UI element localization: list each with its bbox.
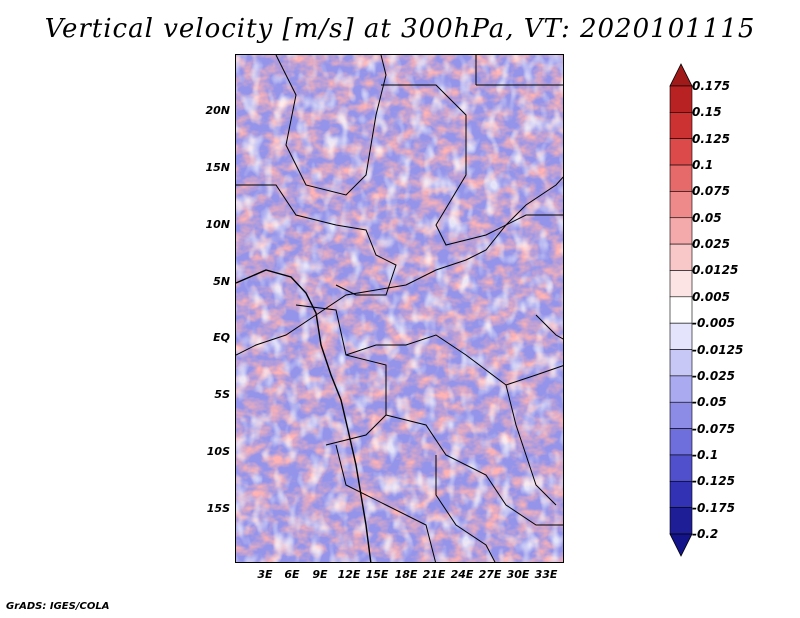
colorbar-segment	[669, 428, 693, 456]
lon-label-21e: 21E	[422, 568, 446, 581]
colorbar-label: -0.0125	[692, 342, 744, 357]
colorbar-label: 0.125	[692, 131, 730, 146]
lat-label-10n: 10N	[205, 218, 230, 231]
colorbar-segment	[669, 112, 693, 140]
lat-label-20n: 20N	[205, 104, 230, 117]
lon-label-30e: 30E	[506, 568, 530, 581]
lat-label-eq: EQ	[213, 331, 230, 344]
colorbar-label: 0.175	[692, 79, 730, 93]
lat-label-10s: 10S	[206, 445, 230, 458]
chart-title: Vertical velocity [m/s] at 300hPa, VT: 2…	[44, 14, 756, 44]
colorbar-segment	[669, 243, 693, 271]
colorbar-label: 0.15	[692, 105, 722, 120]
colorbar-segment	[669, 85, 693, 113]
colorbar-segment	[669, 270, 693, 298]
colorbar-label: 0.075	[692, 184, 730, 199]
colorbar-segment	[669, 375, 693, 403]
colorbar-segment	[669, 164, 693, 192]
colorbar-segment	[669, 191, 693, 219]
colorbar-label: -0.125	[692, 474, 735, 489]
colorbar-label: 0.1	[692, 158, 714, 173]
lat-label-15s: 15S	[206, 502, 230, 515]
lon-label-24e: 24E	[450, 568, 474, 581]
lat-label-15n: 15N	[205, 161, 230, 174]
lon-label-3e: 3E	[257, 568, 273, 581]
lat-label-5s: 5S	[214, 388, 230, 401]
map-plot-area	[235, 54, 564, 563]
colorbar-segment	[669, 349, 693, 377]
colorbar-label: -0.1	[692, 447, 719, 462]
lat-label-5n: 5N	[213, 275, 230, 288]
colorbar-label: 0.025	[692, 237, 730, 252]
lon-label-27e: 27E	[478, 568, 502, 581]
colorbar-label: -0.025	[692, 368, 735, 383]
colorbar-segment	[669, 480, 693, 508]
colorbar-segment	[669, 296, 693, 324]
velocity-field-map	[236, 55, 563, 562]
lon-label-18e: 18E	[394, 568, 418, 581]
colorbar-segment	[669, 454, 693, 482]
colorbar	[669, 63, 693, 557]
colorbar-segment	[669, 507, 693, 535]
colorbar-label: 0.05	[692, 210, 722, 225]
coastline	[236, 269, 372, 562]
colorbar-segment	[669, 401, 693, 429]
colorbar-segment	[669, 138, 693, 166]
colorbar-label: -0.075	[692, 421, 735, 436]
footer-credit: GrADS: IGES/COLA	[6, 601, 110, 612]
lon-label-12e: 12E	[337, 568, 361, 581]
lon-label-15e: 15E	[365, 568, 389, 581]
colorbar-label: -0.05	[692, 395, 727, 410]
colorbar-label: 0.0125	[692, 263, 739, 278]
field-neutral-pattern	[236, 55, 563, 562]
lon-label-9e: 9E	[312, 568, 328, 581]
colorbar-label: -0.2	[692, 527, 719, 541]
colorbar-segment	[669, 322, 693, 350]
colorbar-label: -0.005	[692, 316, 735, 331]
colorbar-top-triangle	[669, 63, 693, 87]
colorbar-segment	[669, 217, 693, 245]
colorbar-bottom-triangle	[669, 533, 693, 557]
lon-label-33e: 33E	[534, 568, 558, 581]
colorbar-label: 0.005	[692, 289, 730, 304]
lon-label-6e: 6E	[284, 568, 300, 581]
colorbar-label: -0.175	[692, 500, 735, 515]
country-borders	[236, 55, 563, 562]
